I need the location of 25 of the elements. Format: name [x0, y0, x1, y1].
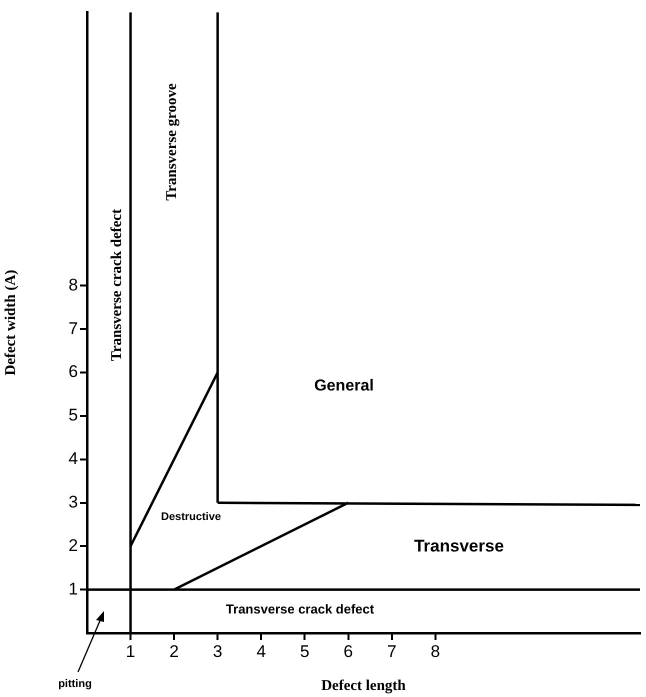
x-tick-label: 2: [169, 642, 179, 661]
y-tick-label: 7: [68, 318, 78, 338]
x-tick-label: 3: [212, 642, 222, 661]
x-tick-label: 8: [430, 642, 440, 661]
annotation: Transverse groove: [164, 82, 180, 201]
y-tick-label: 6: [68, 362, 78, 382]
annotation: Transverse crack defect: [226, 602, 375, 617]
y-axis-title: Defect width (A): [2, 270, 19, 376]
x-tick-label: 6: [344, 642, 353, 661]
x-tick-label: 4: [256, 642, 266, 661]
annotation: Transverse: [414, 536, 504, 556]
x-tick-label: 7: [387, 642, 397, 661]
y-tick-label: 4: [68, 449, 78, 468]
y-tick-label: 8: [68, 275, 78, 294]
text: pitting: [58, 678, 92, 690]
annotation: Destructive: [161, 511, 221, 524]
y-tick-label: 5: [68, 406, 78, 425]
x-axis-title: Defect length: [321, 678, 406, 694]
y-tick-label: 1: [68, 579, 78, 598]
y-tick-label: 2: [68, 536, 78, 555]
annotation: General: [314, 377, 374, 394]
annotation: Transverse crack defect: [108, 208, 125, 362]
y-tick-label: 3: [68, 492, 78, 512]
x-tick-label: 5: [300, 642, 310, 661]
x-tick-label: 1: [126, 642, 136, 661]
